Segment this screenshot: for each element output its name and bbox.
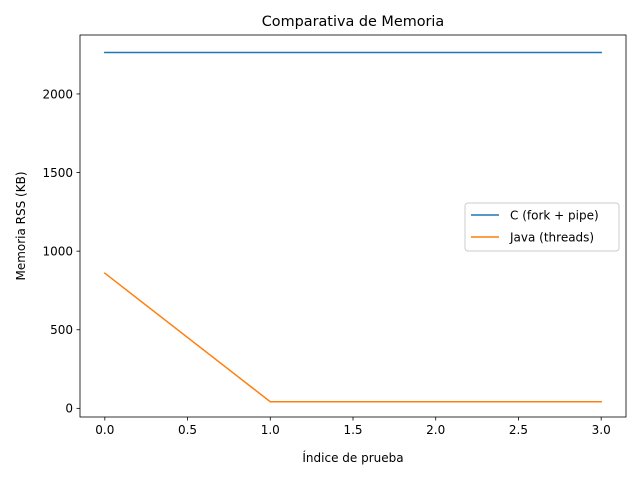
series-line-1	[103, 272, 602, 403]
x-tick-label: 2.0	[426, 423, 445, 437]
legend-label-0: C (fork + pipe)	[510, 208, 599, 222]
x-tick-label: 2.5	[509, 423, 528, 437]
y-tick-label: 2000	[42, 87, 73, 101]
y-tick-label: 1000	[42, 244, 73, 258]
x-tick-label: 3.0	[592, 423, 611, 437]
x-tick-label: 1.0	[261, 423, 280, 437]
x-tick-label: 0.0	[95, 423, 114, 437]
x-axis-label: Índice de prueba	[302, 450, 403, 465]
legend-box	[464, 202, 620, 252]
y-tick-label: 1500	[42, 166, 73, 180]
legend: C (fork + pipe) Java (threads)	[464, 202, 620, 252]
x-axis: 0.0 0.5 1.0 1.5 2.0 2.5 3.0	[95, 417, 611, 437]
legend-label-1: Java (threads)	[509, 230, 594, 244]
x-tick-label: 1.5	[343, 423, 362, 437]
x-tick-label: 0.5	[178, 423, 197, 437]
y-tick-label: 500	[50, 323, 73, 337]
y-axis-label: Memoria RSS (KB)	[14, 171, 28, 280]
y-axis: 0 500 1000 1500 2000	[42, 87, 80, 416]
series-layer	[103, 51, 602, 403]
y-tick-label: 0	[65, 402, 73, 416]
chart-title: Comparativa de Memoria	[262, 14, 445, 30]
